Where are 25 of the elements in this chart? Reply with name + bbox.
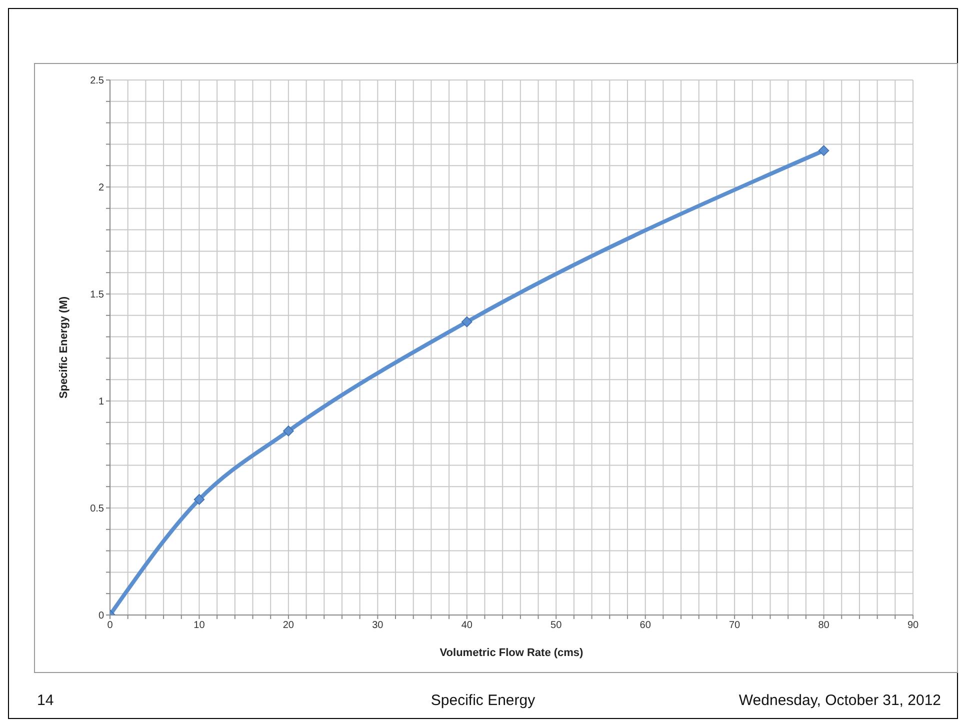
text: Wednesday, October 31, 2012 bbox=[738, 692, 941, 709]
x-tick-label: 90 bbox=[907, 620, 919, 632]
y-tick-label: 0 bbox=[98, 610, 104, 622]
text: Specific Energy bbox=[430, 692, 536, 709]
x-tick-label: 40 bbox=[461, 620, 473, 632]
point bbox=[818, 145, 830, 156]
x-tick-label: 20 bbox=[282, 620, 294, 632]
y-tick-label: 1.5 bbox=[90, 290, 104, 301]
x-tick-label: 0 bbox=[107, 620, 114, 632]
x-axis-title: Volumetric Flow Rate (cms) bbox=[440, 647, 584, 659]
x-tick-label: 10 bbox=[194, 620, 206, 632]
point bbox=[194, 494, 205, 505]
y-tick-label: 0.5 bbox=[90, 504, 104, 515]
point bbox=[283, 426, 294, 436]
y-tick-label: 1 bbox=[98, 396, 104, 408]
x-tick-label: 60 bbox=[640, 620, 652, 632]
x-tick-label: 70 bbox=[728, 620, 741, 632]
x-tick-label: 30 bbox=[372, 620, 384, 632]
y-axis-title: Specific Energy (M) bbox=[58, 296, 70, 399]
text: 14 bbox=[37, 692, 54, 709]
x-tick-label: 50 bbox=[550, 620, 562, 632]
x-tick-label: 80 bbox=[818, 620, 830, 632]
point bbox=[461, 316, 472, 328]
y-tick-label: 2.5 bbox=[90, 76, 104, 87]
y-tick-label: 2 bbox=[98, 182, 104, 194]
